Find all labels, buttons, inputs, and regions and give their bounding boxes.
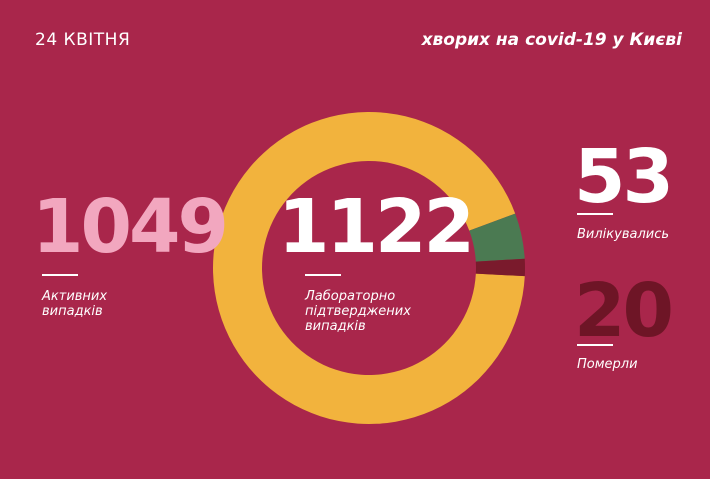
donut-segment (213, 112, 525, 425)
active-count: 1049 (32, 184, 229, 270)
recovered-label: Вилікувались (577, 227, 670, 242)
deaths-label: Померли (577, 357, 638, 372)
active-label: Активних випадків (42, 289, 108, 319)
rule (577, 344, 613, 346)
deaths-count: 20 (574, 268, 674, 354)
title: хворих на covid-19 у Києві (421, 30, 682, 50)
date: 24 КВІТНЯ (35, 30, 131, 50)
rule (577, 213, 613, 215)
rule (305, 274, 341, 276)
donut-segment (475, 258, 526, 277)
total-label: Лабораторно підтверджених випадків (305, 289, 411, 334)
total-count: 1122 (278, 184, 475, 270)
donut-segment (469, 213, 525, 262)
recovered-count: 53 (574, 134, 674, 220)
rule (42, 274, 78, 276)
